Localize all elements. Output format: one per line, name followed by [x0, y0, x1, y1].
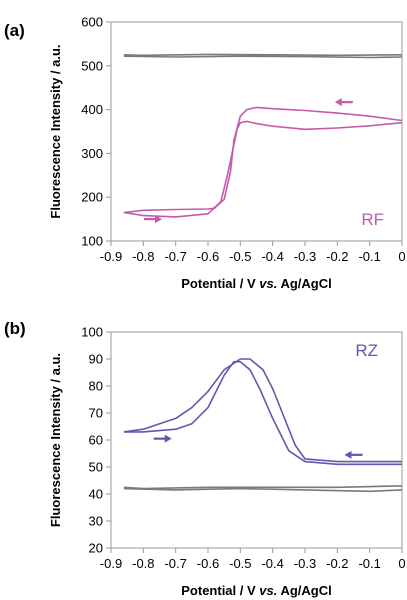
x-tick-label: -0.9	[100, 556, 122, 571]
x-tick-label: -0.7	[164, 556, 186, 571]
control-series-line	[123, 53, 403, 57]
x-tick-label: -0.3	[294, 556, 316, 571]
scan-direction-arrowhead	[344, 450, 352, 459]
y-tick-label: 90	[89, 352, 103, 367]
x-tick-label: -0.4	[261, 249, 283, 264]
x-tick-label: -0.1	[358, 556, 380, 571]
y-tick-label: 300	[81, 146, 103, 161]
x-tick-label: -0.6	[197, 249, 219, 264]
series-line	[123, 360, 402, 466]
x-tick-label: -0.9	[100, 249, 122, 264]
x-tick-label: -0.1	[358, 249, 380, 264]
y-tick-label: 600	[81, 15, 103, 30]
x-axis-title-part: Ag/AgCl	[277, 276, 331, 291]
x-axis-title: Potential / V vs. Ag/AgCl	[181, 583, 332, 598]
y-tick-label: 40	[89, 487, 103, 502]
y-axis-title: Fluorescence Intensity / a.u.	[48, 353, 63, 527]
y-tick-label: 500	[81, 58, 103, 73]
y-tick-label: 20	[89, 541, 103, 556]
x-axis-title-part: Potential / V	[181, 583, 259, 598]
x-axis-title-part: Potential / V	[181, 276, 259, 291]
x-tick-label: -0.8	[132, 249, 154, 264]
x-tick-label: -0.5	[229, 249, 251, 264]
series-line	[123, 120, 403, 218]
control-series-line	[123, 55, 403, 59]
x-tick-label: -0.2	[326, 556, 348, 571]
scan-direction-arrowhead	[334, 98, 342, 107]
panel-label: (a)	[4, 21, 25, 40]
series-label: RZ	[355, 341, 378, 360]
x-axis-title-part: Ag/AgCl	[277, 583, 331, 598]
x-tick-label: -0.6	[197, 556, 219, 571]
y-tick-label: 200	[81, 190, 103, 205]
y-tick-label: 100	[81, 234, 103, 249]
y-tick-label: 80	[89, 379, 103, 394]
panel-label: (b)	[4, 319, 26, 338]
series-label: RF	[361, 210, 384, 229]
series-line	[123, 358, 402, 463]
x-tick-label: -0.4	[261, 556, 283, 571]
x-tick-label: -0.8	[132, 556, 154, 571]
x-axis-title-part: vs.	[259, 583, 277, 598]
x-axis-title-part: vs.	[259, 276, 277, 291]
plot-frame	[110, 21, 403, 242]
x-axis-title: Potential / V vs. Ag/AgCl	[181, 276, 332, 291]
scan-direction-arrowhead	[164, 434, 172, 443]
control-series-line	[123, 485, 403, 490]
y-tick-label: 100	[81, 325, 103, 340]
series-line	[123, 106, 403, 214]
y-tick-label: 30	[89, 514, 103, 529]
control-series-line	[123, 487, 403, 493]
y-tick-label: 70	[89, 406, 103, 421]
x-tick-label: 0	[398, 249, 405, 264]
x-tick-label: -0.7	[164, 249, 186, 264]
y-axis-title: Fluorescence Intensity / a.u.	[48, 44, 63, 218]
y-tick-label: 60	[89, 433, 103, 448]
chart-panel-a: 100 200 300 400 500 600 -0.9 -0.8 -0.7 -0.6 -0.5 -0…	[4, 15, 406, 292]
scan-direction-arrowhead	[155, 215, 163, 224]
x-tick-label: -0.3	[294, 249, 316, 264]
x-tick-label: -0.5	[229, 556, 251, 571]
x-tick-label: -0.2	[326, 249, 348, 264]
x-tick-label: 0	[398, 556, 405, 571]
y-tick-label: 50	[89, 460, 103, 475]
y-tick-label: 400	[81, 102, 103, 117]
